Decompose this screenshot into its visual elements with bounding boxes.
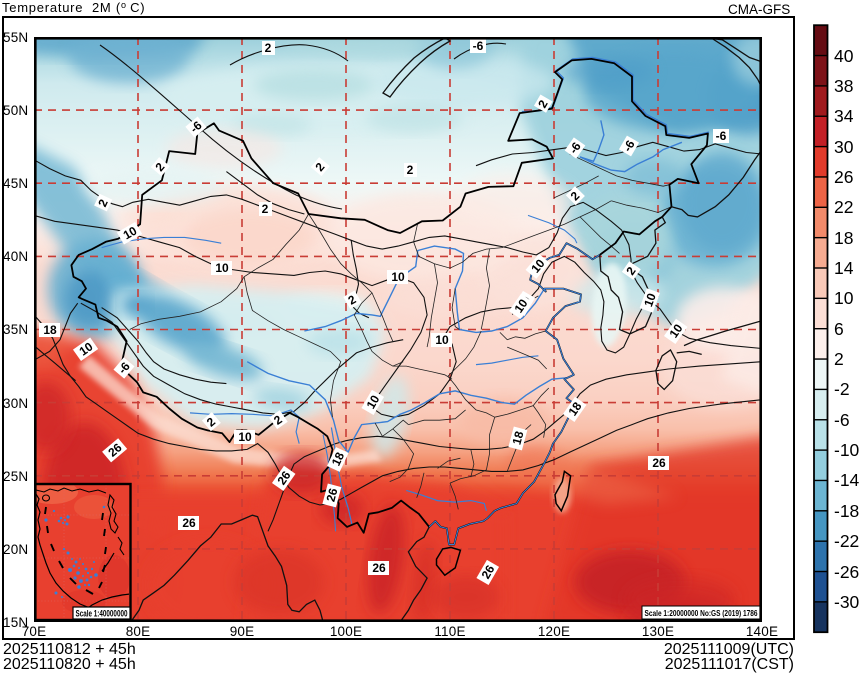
- svg-text:18: 18: [510, 429, 527, 446]
- svg-text:2: 2: [262, 202, 269, 216]
- svg-text:Scale 1:20000000 No:GS (2019): Scale 1:20000000 No:GS (2019) 1786: [645, 609, 758, 618]
- svg-text:-6: -6: [473, 39, 484, 53]
- svg-text:10: 10: [641, 291, 659, 309]
- svg-text:-6: -6: [716, 129, 727, 143]
- svg-text:10: 10: [435, 333, 449, 347]
- svg-text:18: 18: [329, 450, 347, 468]
- svg-text:26: 26: [372, 561, 386, 575]
- svg-text:26: 26: [182, 516, 196, 530]
- svg-text:26: 26: [652, 456, 666, 470]
- svg-text:10: 10: [215, 261, 229, 275]
- svg-text:10: 10: [391, 270, 405, 284]
- svg-text:10: 10: [121, 223, 140, 242]
- svg-text:26: 26: [479, 562, 498, 581]
- svg-text:26: 26: [324, 486, 341, 503]
- svg-text:10: 10: [238, 430, 252, 444]
- svg-text:Scale 1:40000000: Scale 1:40000000: [76, 609, 128, 619]
- svg-text:10: 10: [364, 392, 383, 411]
- svg-text:2: 2: [407, 163, 414, 177]
- svg-text:18: 18: [43, 323, 57, 337]
- svg-text:2: 2: [265, 41, 272, 55]
